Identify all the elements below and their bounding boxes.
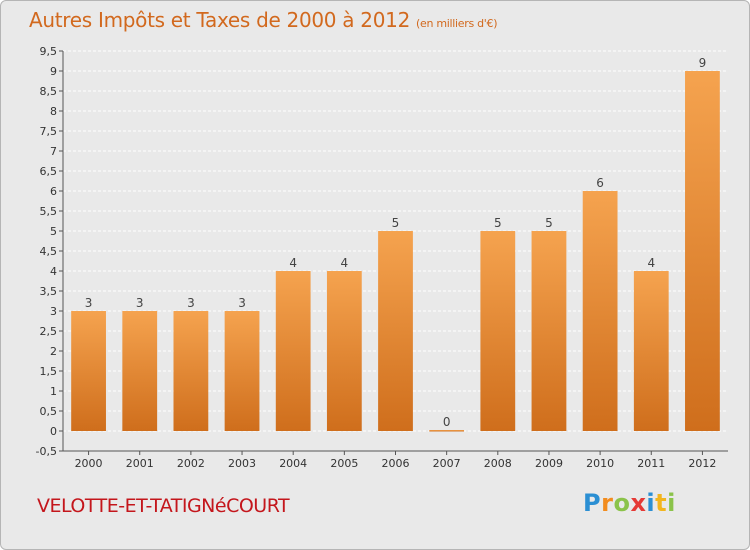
data-labels: 3 3 3 3 4 4 5 0 5 5 6 4 9: [85, 56, 706, 429]
x-tick-label-2012: 2012: [688, 457, 716, 470]
bar-2012: [685, 71, 720, 431]
data-label-2003: 3: [238, 296, 246, 310]
bar-2009: [531, 231, 567, 431]
y-tick-label: 3: [50, 305, 57, 318]
data-label-2011: 4: [647, 256, 655, 270]
x-tick-label-2000: 2000: [75, 457, 103, 470]
data-label-2006: 5: [392, 216, 400, 230]
bar-2004: [275, 271, 311, 431]
data-label-2004: 4: [289, 256, 297, 270]
proxiti-logo: Proxiti: [583, 489, 676, 517]
y-tick-label: 1: [50, 385, 57, 398]
y-tick-label: 3,5: [40, 285, 58, 298]
chart-unit: (en milliers d'€): [416, 17, 498, 30]
y-tick-label: 8: [50, 105, 57, 118]
y-tick-label: 1,5: [40, 365, 58, 378]
y-tick-label: 9,5: [40, 45, 58, 58]
x-tick-label-2004: 2004: [279, 457, 307, 470]
x-tick-label-2006: 2006: [382, 457, 410, 470]
x-tick-label-2011: 2011: [637, 457, 665, 470]
x-tick-label-2007: 2007: [433, 457, 461, 470]
x-tick-label-2005: 2005: [330, 457, 358, 470]
data-label-2012: 9: [699, 56, 707, 70]
y-tick-label: 4,5: [40, 245, 58, 258]
y-tick-label: 9: [50, 65, 57, 78]
x-tick-label-2002: 2002: [177, 457, 205, 470]
bar-2000: [71, 311, 106, 431]
y-tick-label: -0,5: [36, 445, 57, 458]
data-label-2002: 3: [187, 296, 195, 310]
y-tick-label: 2,5: [40, 325, 58, 338]
data-label-2007: 0: [443, 415, 451, 429]
y-tick-label: 6: [50, 185, 57, 198]
commune-name: VELOTTE-ET-TATIGNéCOURT: [37, 495, 290, 517]
data-label-2000: 3: [85, 296, 93, 310]
chart-title: Autres Impôts et Taxes de 2000 à 2012 (en…: [29, 8, 497, 32]
y-tick-label: 5: [50, 225, 57, 238]
bar-2008: [480, 231, 516, 431]
y-tick-label: 7: [50, 145, 57, 158]
y-tick-label: 5,5: [40, 205, 58, 218]
bar-2003: [224, 311, 260, 431]
bar-2011: [633, 271, 669, 431]
bar-2010: [582, 191, 618, 431]
y-tick-label: 6,5: [40, 165, 58, 178]
y-tick-label: 2: [50, 345, 57, 358]
data-label-2009: 5: [545, 216, 553, 230]
bar-2002: [173, 311, 209, 431]
x-axis: 2000 2001 2002 2003 2004 2005 2006 2007 2008 2009…: [63, 450, 728, 470]
x-tick-label-2001: 2001: [126, 457, 154, 470]
y-tick-label: 0: [50, 425, 57, 438]
data-label-2001: 3: [136, 296, 144, 310]
x-tick-label-2010: 2010: [586, 457, 614, 470]
bar-2006: [378, 231, 413, 431]
data-label-2010: 6: [596, 176, 604, 190]
y-axis: -0,5 0 0,5 1 1,5 2 2,5 3 3,5 4 4,5 5 5,5 6 6,5 7 7,5 8 8,5…: [36, 45, 64, 458]
bars: [71, 71, 720, 432]
data-label-2005: 4: [341, 256, 349, 270]
x-tick-label-2009: 2009: [535, 457, 563, 470]
bar-2001: [122, 311, 158, 431]
bar-2007: [429, 430, 465, 432]
x-tick-label-2008: 2008: [484, 457, 512, 470]
y-tick-label: 8,5: [40, 85, 58, 98]
x-tick-label-2003: 2003: [228, 457, 256, 470]
chart-title-text: Autres Impôts et Taxes de 2000 à 2012: [29, 8, 410, 32]
data-label-2008: 5: [494, 216, 502, 230]
y-tick-label: 0,5: [40, 405, 58, 418]
y-tick-label: 4: [50, 265, 57, 278]
y-tick-label: 7,5: [40, 125, 58, 138]
bar-2005: [326, 271, 362, 431]
